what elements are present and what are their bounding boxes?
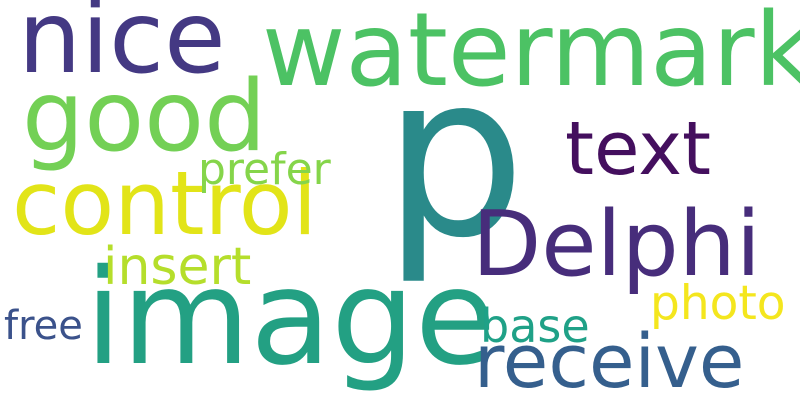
word-good: good — [22, 60, 267, 174]
word-prefer: prefer — [198, 144, 331, 195]
word-text: text — [565, 106, 712, 192]
word-control: control — [12, 152, 318, 255]
word-receive: receive — [474, 319, 745, 400]
word-p: p — [383, 26, 526, 288]
word-base: base — [480, 299, 590, 353]
word-insert: insert — [103, 237, 252, 297]
word-free: free — [4, 303, 83, 349]
word-delphi: Delphi — [472, 192, 761, 297]
word-nice: nice — [18, 0, 226, 96]
word-watermark: watermark — [262, 0, 800, 110]
word-photo: photo — [650, 276, 786, 331]
word-image: image — [85, 241, 497, 395]
